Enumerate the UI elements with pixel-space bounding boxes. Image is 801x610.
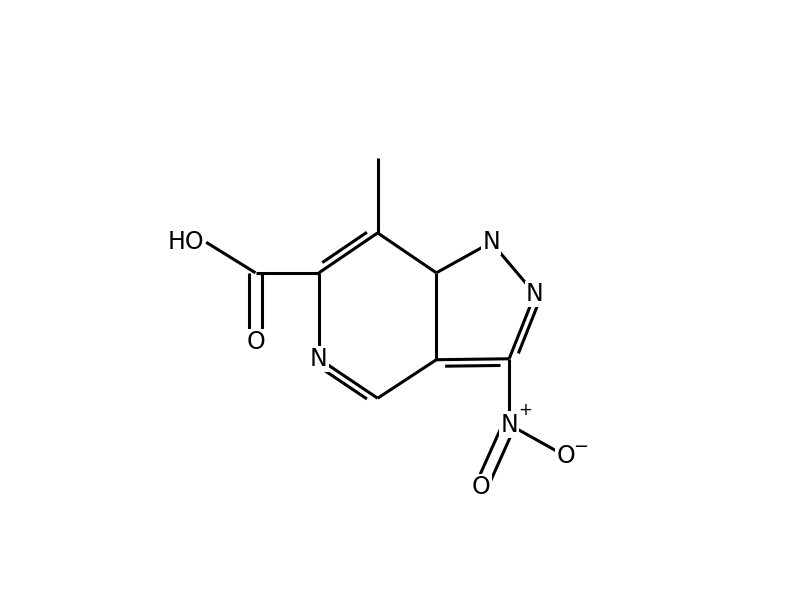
Text: −: − bbox=[573, 437, 588, 456]
Text: O: O bbox=[246, 330, 265, 354]
Text: O: O bbox=[556, 444, 575, 468]
Text: O: O bbox=[472, 475, 490, 500]
Text: N: N bbox=[482, 231, 500, 254]
Text: +: + bbox=[519, 401, 533, 420]
Text: N: N bbox=[526, 282, 544, 306]
Text: N: N bbox=[310, 346, 328, 371]
Text: HO: HO bbox=[167, 231, 203, 254]
Text: N: N bbox=[501, 412, 518, 437]
